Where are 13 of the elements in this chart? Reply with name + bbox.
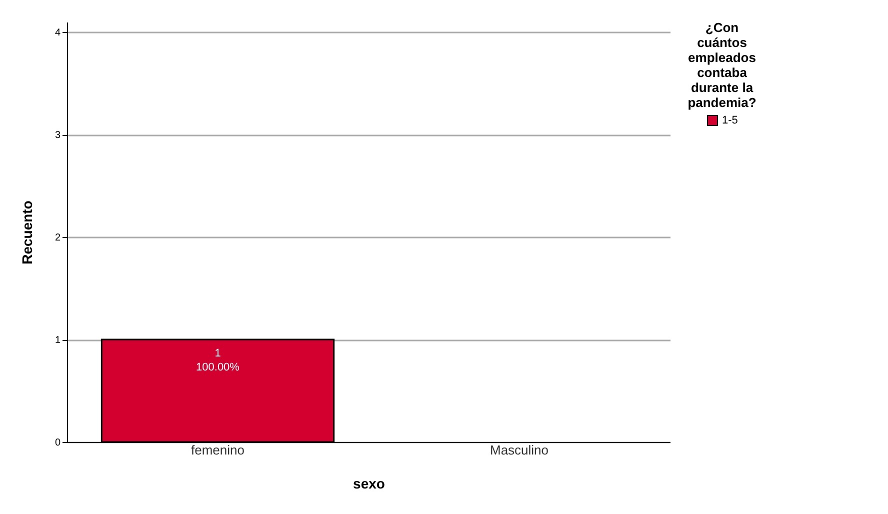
y-tick-label: 4 bbox=[54, 28, 61, 39]
y-tick-label: 1 bbox=[54, 335, 61, 346]
x-tick-label: Masculino bbox=[490, 442, 549, 458]
y-axis-title: Recuento bbox=[18, 200, 35, 264]
y-tick-label: 2 bbox=[54, 232, 61, 244]
legend-label: 1-5 bbox=[722, 114, 738, 126]
x-tick-label: femenino bbox=[191, 442, 244, 458]
x-axis-title: sexo bbox=[353, 476, 385, 492]
data-label: 1 bbox=[214, 348, 221, 360]
legend-title: ¿Con cuántos empleados contaba durante la pandemia? bbox=[688, 20, 756, 110]
y-tick-label: 0 bbox=[54, 438, 61, 448]
annotation: 100.00% bbox=[196, 362, 240, 374]
y-tick-label: 3 bbox=[54, 130, 61, 142]
